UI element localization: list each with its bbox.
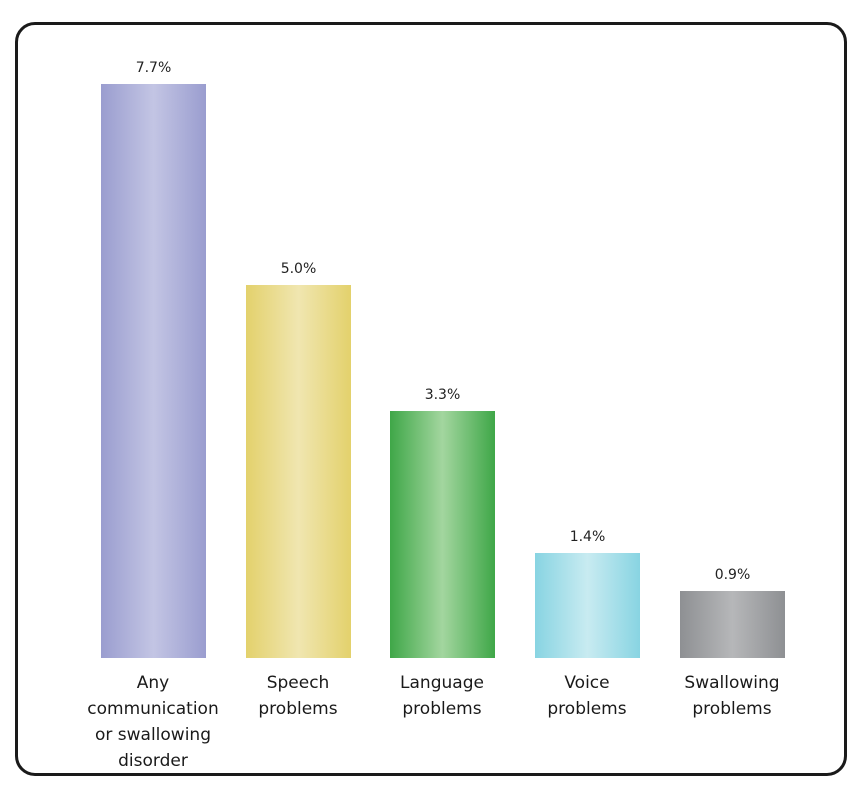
bar-any-disorder [101, 84, 206, 658]
value-label: 7.7% [135, 60, 172, 76]
category-label: Speech problems [258, 673, 338, 719]
category-label: Swallowing problems [684, 673, 780, 719]
chart-frame [15, 22, 847, 776]
category-label: Any communication or swallowing disorder [87, 673, 219, 771]
bar-voice [535, 553, 640, 658]
bar-language [390, 411, 495, 658]
value-label: 1.4% [569, 529, 606, 545]
category-label: Voice problems [547, 673, 627, 719]
category-label: Language problems [400, 673, 484, 719]
bar-swallowing [680, 591, 785, 658]
value-label: 5.0% [280, 261, 317, 277]
value-label: 0.9% [714, 567, 751, 583]
bar-speech [246, 285, 351, 658]
value-label: 3.3% [424, 387, 461, 403]
